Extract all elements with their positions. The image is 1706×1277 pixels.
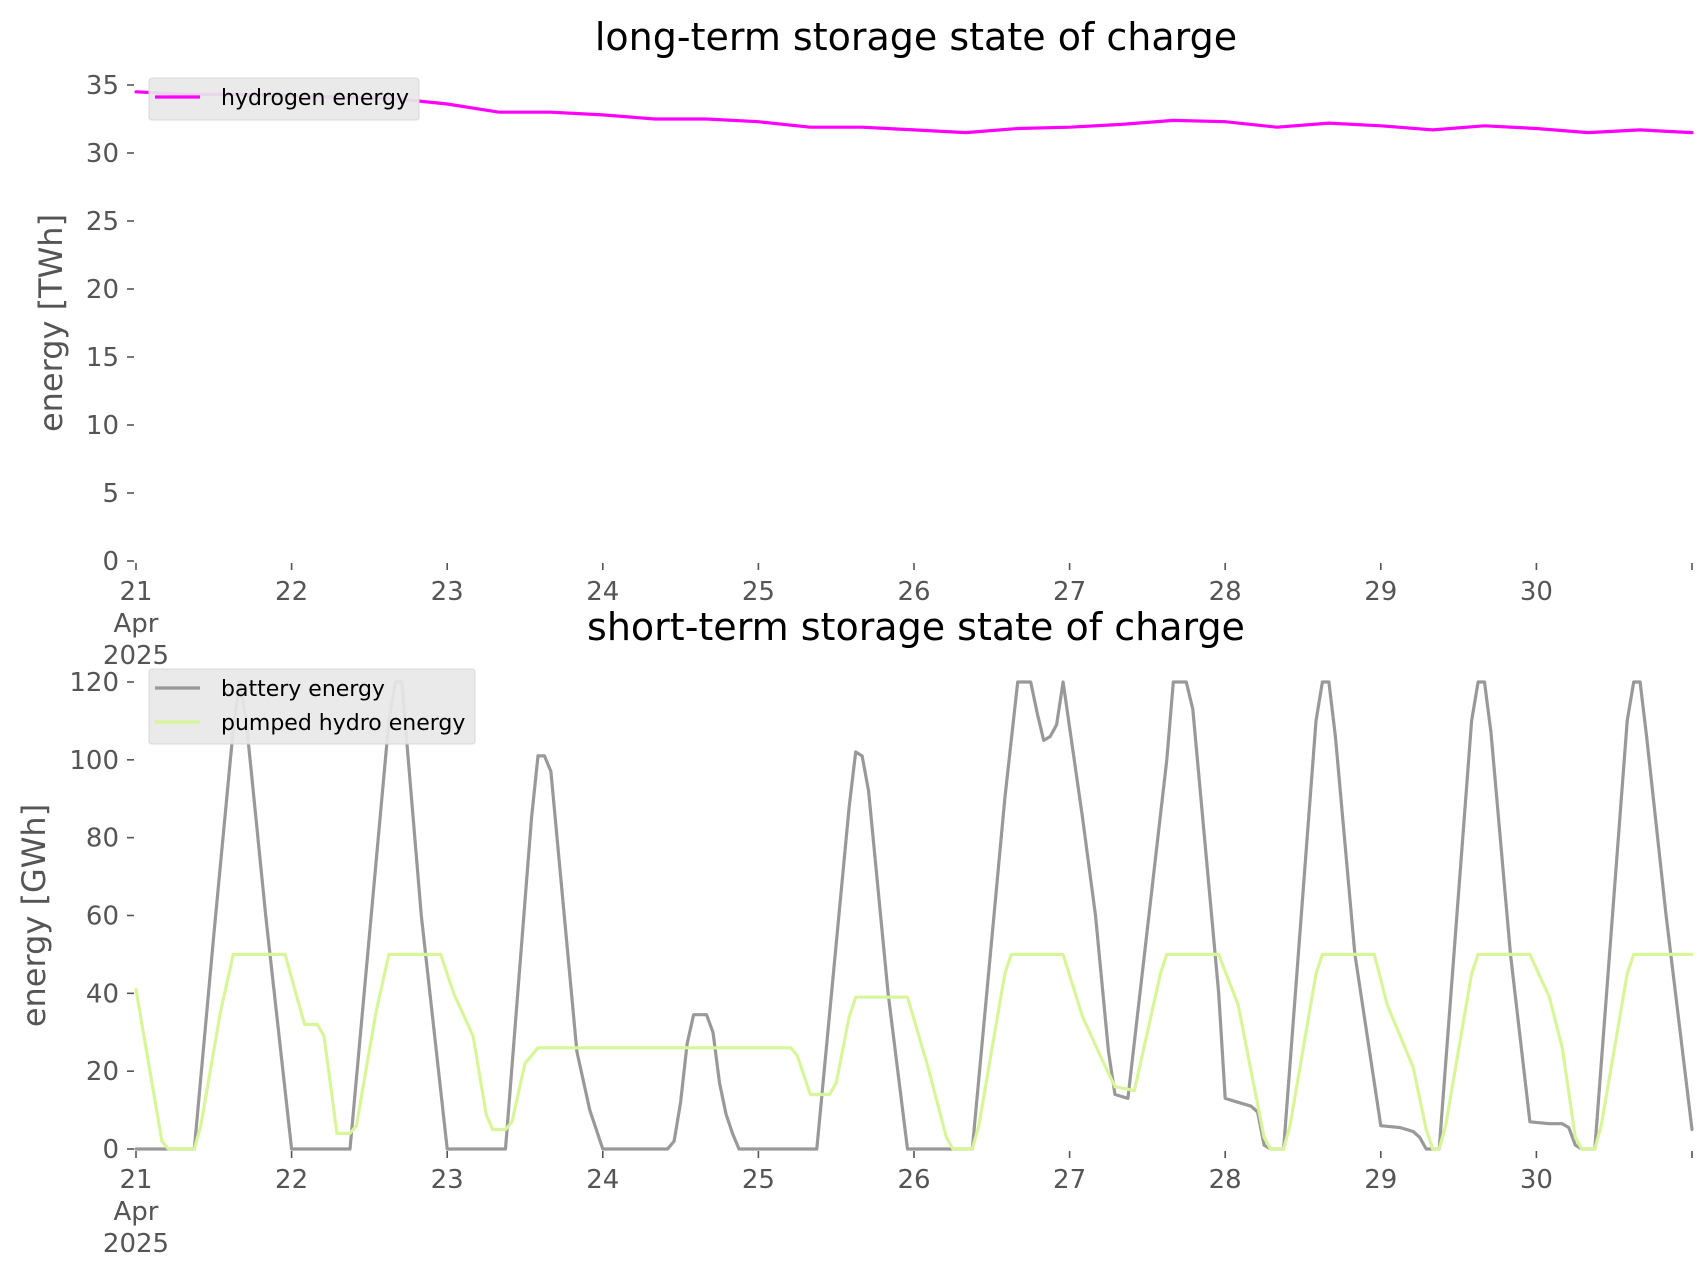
y-tick-label: 60	[86, 902, 119, 932]
y-tick-label: 0	[102, 1135, 119, 1165]
y-tick-label: 15	[86, 343, 119, 373]
y-tick-label: 10	[86, 411, 119, 441]
y-tick-label: 20	[86, 1057, 119, 1087]
legend-label: hydrogen energy	[221, 86, 409, 111]
series-line-battery-energy	[134, 680, 1694, 1151]
x-tick-label: Apr	[114, 1197, 159, 1227]
legend-box	[148, 668, 476, 745]
x-tick-label: 27	[1053, 577, 1086, 607]
x-tick-label: 26	[897, 1165, 930, 1195]
y-tick-label: 30	[86, 139, 119, 169]
series-line-pumped-hydro-energy	[134, 952, 1694, 1151]
x-tick-label: 30	[1520, 1165, 1553, 1195]
x-tick-label: 26	[897, 577, 930, 607]
legend-label: battery energy	[221, 677, 385, 702]
x-tick-label: Apr	[114, 609, 159, 639]
x-tick-label: 22	[275, 1165, 308, 1195]
y-tick-label: 35	[86, 71, 119, 101]
x-tick-label: 2025	[103, 1229, 169, 1259]
legend-box	[148, 77, 420, 121]
chart-panel-2: short-term storage state of charge energy…	[15, 605, 1694, 1259]
x-tick-label: 23	[431, 1165, 464, 1195]
x-tick-label: 29	[1364, 577, 1397, 607]
y-tick-label: 5	[102, 479, 119, 509]
chart-panel-1: long-term storage state of charge energy …	[32, 15, 1694, 671]
y-tick-label: 80	[86, 824, 119, 854]
x-tick-label: 27	[1053, 1165, 1086, 1195]
chart-title: short-term storage state of charge	[587, 605, 1245, 649]
x-tick-label: 24	[586, 1165, 619, 1195]
x-tick-label: 24	[586, 577, 619, 607]
y-tick-label: 25	[86, 207, 119, 237]
x-tick-label: 2025	[103, 641, 169, 671]
legend: battery energy pumped hydro energy	[148, 668, 476, 745]
x-tick-label: 22	[275, 577, 308, 607]
x-tick-label: 29	[1364, 1165, 1397, 1195]
x-tick-label: 21	[119, 1165, 152, 1195]
y-tick-label: 120	[69, 668, 119, 698]
legend-label: pumped hydro energy	[221, 711, 465, 736]
x-tick-label: 23	[431, 577, 464, 607]
x-tick-label: 28	[1209, 577, 1242, 607]
y-axis-label: energy [GWh]	[15, 804, 53, 1027]
x-tick-label: 28	[1209, 1165, 1242, 1195]
legend: hydrogen energy	[148, 77, 420, 121]
y-tick-label: 0	[102, 547, 119, 577]
y-axis-label: energy [TWh]	[32, 214, 70, 432]
y-tick-label: 20	[86, 275, 119, 305]
y-tick-label: 40	[86, 979, 119, 1009]
x-tick-label: 30	[1520, 577, 1553, 607]
y-tick-label: 100	[69, 746, 119, 776]
x-tick-label: 25	[742, 577, 775, 607]
x-tick-label: 21	[119, 577, 152, 607]
chart-title: long-term storage state of charge	[595, 15, 1237, 59]
x-tick-label: 25	[742, 1165, 775, 1195]
